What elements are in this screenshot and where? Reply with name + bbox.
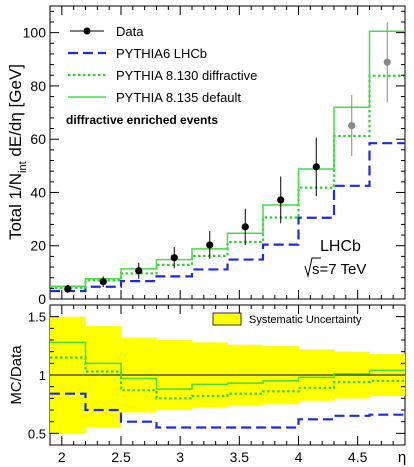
ratio-series-pythia-8-135-default xyxy=(50,341,405,390)
data-point xyxy=(241,208,249,245)
data-marker xyxy=(348,121,356,130)
ratio-y-tick-label: 1 xyxy=(39,368,46,383)
data-marker xyxy=(64,285,72,293)
y-tick-label: 0 xyxy=(38,291,46,307)
data-marker xyxy=(206,241,214,249)
series-pythia6-lhcb xyxy=(50,142,405,293)
data-point xyxy=(348,94,356,157)
y-tick-label: 40 xyxy=(30,184,46,200)
energy-label: s=7 TeV xyxy=(304,257,366,278)
x-tick-label: 3 xyxy=(176,449,184,465)
ratio-y-tick-label: 1.5 xyxy=(28,310,46,325)
legend-label-data: Data xyxy=(116,24,144,39)
legend-item-data: Data xyxy=(70,24,144,39)
data-point xyxy=(277,176,285,224)
y-tick-label: 80 xyxy=(30,78,46,94)
data-marker xyxy=(277,196,285,204)
data-point xyxy=(135,262,143,279)
x-tick-label: 2.5 xyxy=(111,449,131,465)
y-tick-label: 60 xyxy=(30,131,46,147)
x-axis-label: η xyxy=(398,449,406,466)
series-pythia-8-135-default xyxy=(50,30,405,287)
y-tick-label: 20 xyxy=(30,238,46,254)
data-marker xyxy=(99,278,107,286)
legend: Data PYTHIA6 LHCb PYTHIA 8.130 diffracti… xyxy=(66,24,257,127)
data-point xyxy=(206,231,214,259)
legend-label-pythia6: PYTHIA6 LHCb xyxy=(116,46,207,61)
legend-label-pythia8-130: PYTHIA 8.130 diffractive xyxy=(116,68,257,83)
legend-label-pythia8-135: PYTHIA 8.135 default xyxy=(116,90,241,105)
data-point xyxy=(383,22,391,103)
data-marker xyxy=(312,163,320,171)
ratio-legend-label: Systematic Uncertainty xyxy=(249,314,362,326)
ratio-legend-swatch xyxy=(212,312,242,326)
ratio-y-axis-label: MC/Data xyxy=(8,345,25,405)
data-marker xyxy=(383,58,391,66)
data-marker xyxy=(241,223,249,231)
legend-item-pythia6: PYTHIA6 LHCb xyxy=(68,46,207,61)
svg-text:s=7 TeV: s=7 TeV xyxy=(312,261,366,278)
main-plot-panel: 0 20 40 60 80 100 Total 1/Nint dE/dη [GeV] Da… xyxy=(6,5,406,307)
data-point xyxy=(99,276,107,288)
x-tick-label: 4.5 xyxy=(348,449,368,465)
x-tick-label: 4 xyxy=(295,449,303,465)
experiment-label: LHCb xyxy=(320,238,361,255)
uncertainty-band-bin xyxy=(85,326,122,428)
data-marker xyxy=(170,254,178,262)
ratio-y-tick-label: 0.5 xyxy=(28,426,46,441)
ratio-series-pythia-8-130-diffractive xyxy=(50,356,405,400)
data-point xyxy=(170,247,178,269)
y-tick-label: 100 xyxy=(23,25,47,41)
ratio-plot-panel: 0.5 1 1.5 MC/Data Systematic Uncertainty xyxy=(8,304,406,446)
caption-text: diffractive enriched events xyxy=(66,113,218,127)
data-point xyxy=(64,284,72,293)
ratio-series-pythia6-lhcb xyxy=(50,392,405,429)
legend-item-pythia8-135: PYTHIA 8.135 default xyxy=(68,90,241,105)
data-marker xyxy=(135,267,143,275)
legend-item-pythia8-130: PYTHIA 8.130 diffractive xyxy=(68,68,257,83)
data-point xyxy=(312,137,320,197)
x-tick-label: 3.5 xyxy=(230,449,250,465)
ratio-legend: Systematic Uncertainty xyxy=(212,312,362,326)
y-axis-label: Total 1/Nint dE/dη [GeV] xyxy=(6,64,29,240)
x-tick-label: 2 xyxy=(58,449,66,465)
